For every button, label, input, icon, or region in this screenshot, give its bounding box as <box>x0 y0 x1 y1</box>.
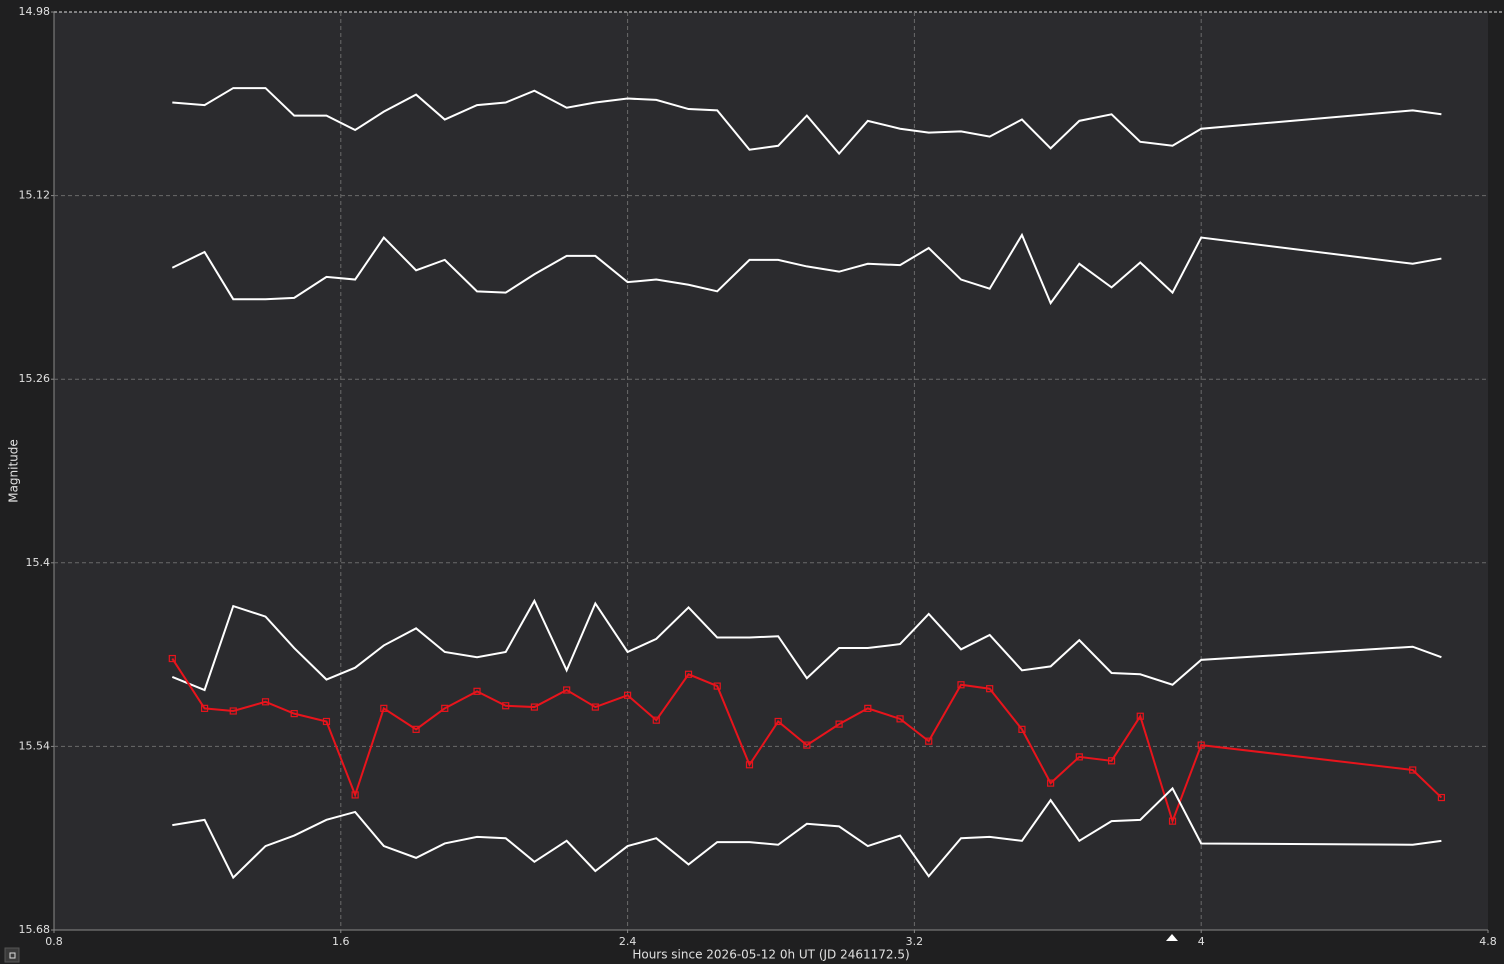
point-marker <box>1409 766 1417 774</box>
series-line <box>172 87 1442 156</box>
time-marker[interactable] <box>1166 934 1178 941</box>
point-marker <box>1197 741 1205 749</box>
x-axis-title: Hours since 2026-05-12 0h UT (JD 2461172… <box>632 948 909 962</box>
y-axis-title: Magnitude <box>7 439 21 503</box>
point-marker <box>1168 817 1177 825</box>
point-marker <box>1075 753 1083 761</box>
point-marker <box>563 686 571 694</box>
point-marker <box>713 682 721 690</box>
point-marker <box>591 703 599 711</box>
x-tick-label: 3.2 <box>906 935 924 948</box>
corner-button-icon <box>9 952 16 959</box>
y-tick-label: 15.26 <box>19 372 51 385</box>
point-marker <box>925 737 933 745</box>
point-marker <box>1136 712 1144 720</box>
point-marker <box>261 698 270 706</box>
point-marker <box>473 687 481 695</box>
y-tick-label: 15.12 <box>19 189 51 202</box>
point-marker <box>530 703 538 711</box>
y-tick-label: 15.4 <box>26 556 51 569</box>
point-marker <box>380 704 388 712</box>
series-line <box>171 657 1443 825</box>
x-tick-label: 0.8 <box>45 935 63 948</box>
x-tick-label: 1.6 <box>332 935 350 948</box>
point-marker <box>290 710 298 718</box>
point-marker <box>1107 757 1116 765</box>
point-marker <box>502 702 510 710</box>
point-marker <box>1018 725 1026 733</box>
point-marker <box>745 761 754 769</box>
point-marker <box>835 720 843 728</box>
y-tick-label: 15.68 <box>19 923 51 936</box>
point-marker <box>229 707 237 715</box>
x-tick-label: 4 <box>1198 935 1205 948</box>
point-marker <box>986 685 994 693</box>
point-marker <box>684 670 693 678</box>
x-tick-label: 2.4 <box>619 935 637 948</box>
point-marker <box>623 691 632 699</box>
point-marker <box>957 681 965 689</box>
point-marker <box>1047 779 1055 787</box>
point-marker <box>351 791 359 799</box>
point-marker <box>441 704 449 712</box>
plot-area <box>54 12 1488 930</box>
x-tick-label: 4.8 <box>1479 935 1497 948</box>
series-line <box>171 598 1442 692</box>
point-marker <box>168 654 176 663</box>
series-line <box>172 786 1442 880</box>
series-line <box>171 232 1442 306</box>
point-marker <box>322 717 331 726</box>
y-tick-label: 14.98 <box>19 5 51 18</box>
point-marker <box>896 715 904 723</box>
point-marker <box>200 704 209 712</box>
point-marker <box>803 741 811 749</box>
point-marker <box>864 704 872 712</box>
point-marker <box>1437 793 1445 802</box>
point-marker <box>412 725 420 733</box>
y-tick-label: 15.54 <box>19 739 51 752</box>
corner-button[interactable] <box>4 947 20 963</box>
point-marker <box>774 717 782 726</box>
point-marker <box>652 716 660 724</box>
